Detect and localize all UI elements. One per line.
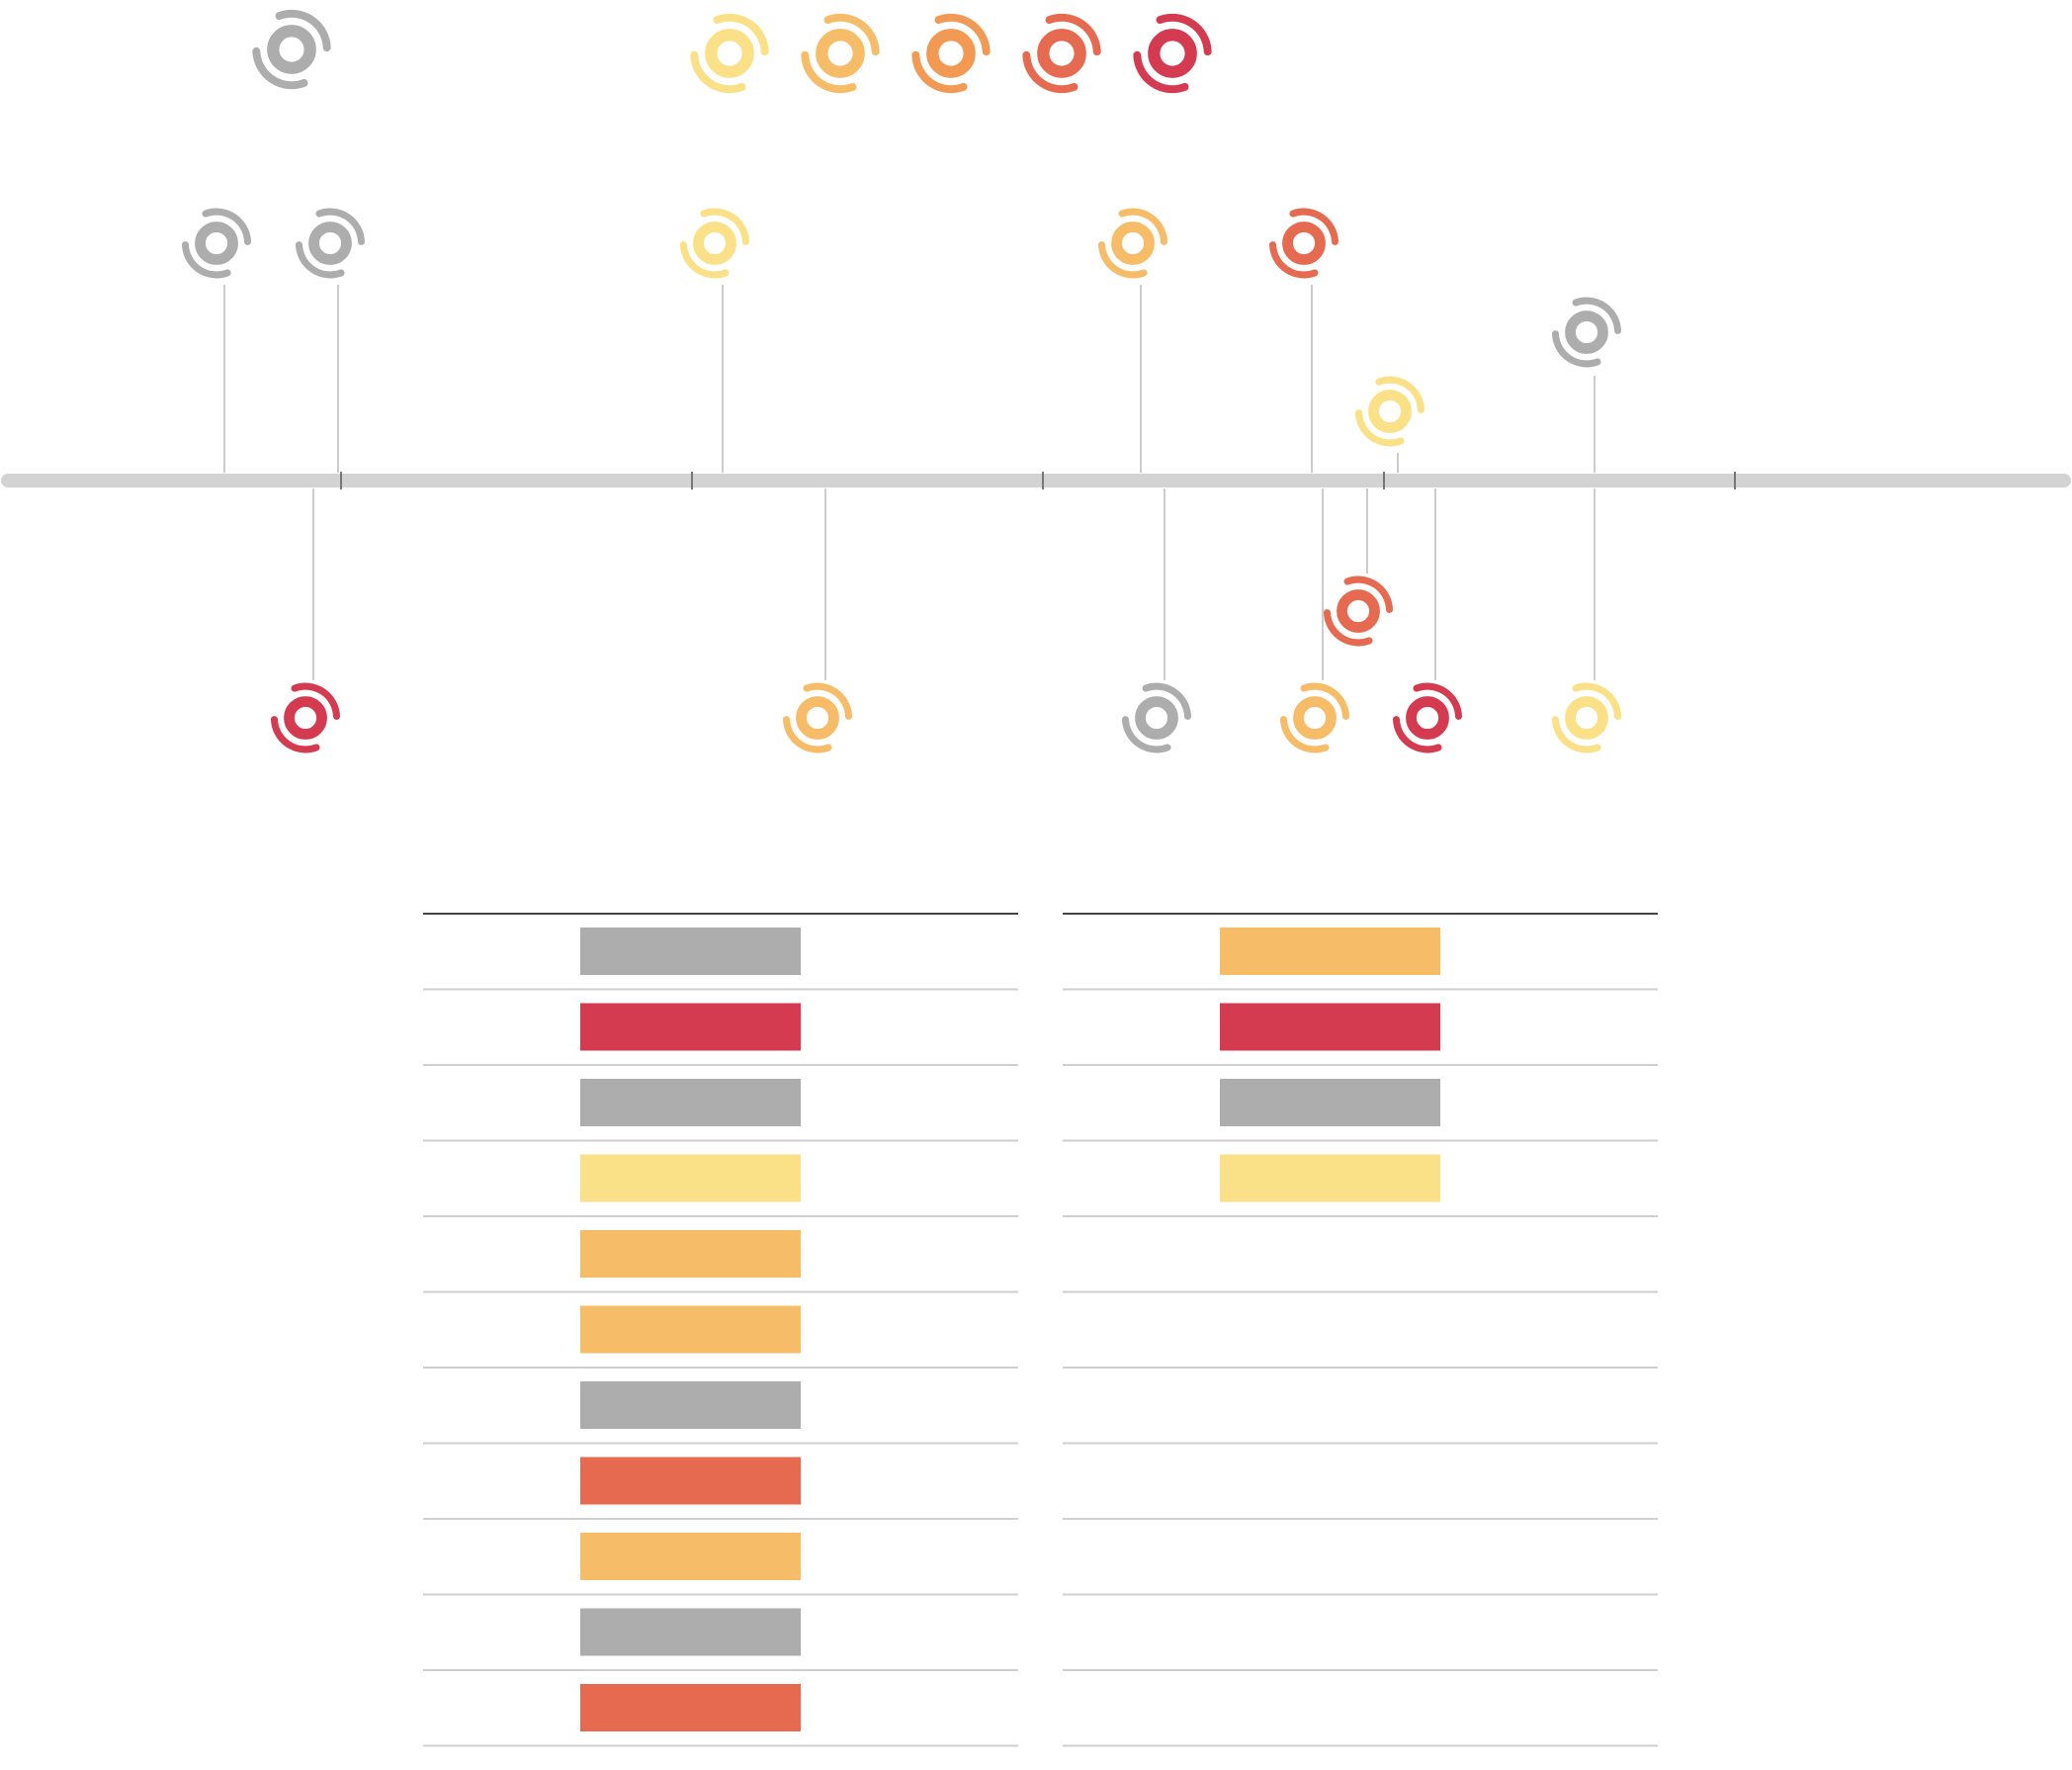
- category-bar: [1220, 928, 1440, 975]
- category-bar: [1220, 1154, 1440, 1202]
- timeline-stems: [223, 285, 1596, 680]
- category-table: [423, 913, 1018, 1747]
- hurricane-icon: [782, 682, 853, 753]
- category-bar: [1220, 1003, 1440, 1051]
- category-bar: [580, 1457, 801, 1505]
- table-row: [1063, 1079, 1658, 1142]
- hurricane-icon: [1354, 376, 1425, 447]
- category-bar: [580, 1608, 801, 1656]
- table-row: [423, 1608, 1018, 1671]
- table-row: [423, 1003, 1018, 1066]
- hurricane-icon: [679, 208, 750, 279]
- hurricane-icon: [1551, 297, 1622, 368]
- category-bar: [580, 1381, 801, 1429]
- category-bar: [580, 1230, 801, 1278]
- hurricane-icon: [1121, 682, 1192, 753]
- timeline: [1, 208, 2071, 753]
- hurricane-icon: [1097, 208, 1168, 279]
- table-row: [423, 1684, 1018, 1747]
- category-bar: [580, 1079, 801, 1126]
- hurricane-icon: [295, 208, 366, 279]
- legend-hurricane-icon: [801, 13, 880, 94]
- table-row: [423, 928, 1018, 991]
- category-bar: [580, 1305, 801, 1354]
- timeline-ticks: [340, 472, 1736, 489]
- legend-hurricane-icon: [690, 13, 769, 94]
- table-row: [1063, 1003, 1658, 1066]
- category-tables: [423, 913, 1658, 1747]
- table-row: [423, 1381, 1018, 1445]
- table-row: [423, 1079, 1018, 1142]
- category-bar: [580, 928, 801, 975]
- table-row: [423, 1230, 1018, 1293]
- category-legend: [252, 9, 1212, 94]
- category-table: [1063, 913, 1658, 1747]
- hurricane-icon: [1551, 682, 1622, 753]
- category-bar: [580, 1684, 801, 1731]
- legend-hurricane-icon: [1133, 13, 1212, 94]
- table-row: [423, 1457, 1018, 1520]
- category-bar: [580, 1003, 801, 1051]
- table-row: [423, 1154, 1018, 1217]
- category-bar: [1220, 1079, 1440, 1126]
- hurricane-icon: [1323, 575, 1394, 647]
- hurricane-icon: [270, 682, 341, 753]
- legend-hurricane-icon: [911, 13, 991, 94]
- legend-hurricane-icon: [1022, 13, 1101, 94]
- hurricane-icon: [1392, 682, 1463, 753]
- hurricane-icon: [181, 208, 252, 279]
- category-bar: [580, 1533, 801, 1580]
- table-row: [423, 1305, 1018, 1369]
- hurricane-icon: [1268, 208, 1339, 279]
- hurricane-icon: [1279, 682, 1350, 753]
- table-row: [423, 1533, 1018, 1596]
- category-bar: [580, 1154, 801, 1202]
- table-row: [1063, 1154, 1658, 1217]
- legend-hurricane-icon: [252, 9, 331, 90]
- timeline-events: [181, 208, 1622, 753]
- table-row: [1063, 928, 1658, 991]
